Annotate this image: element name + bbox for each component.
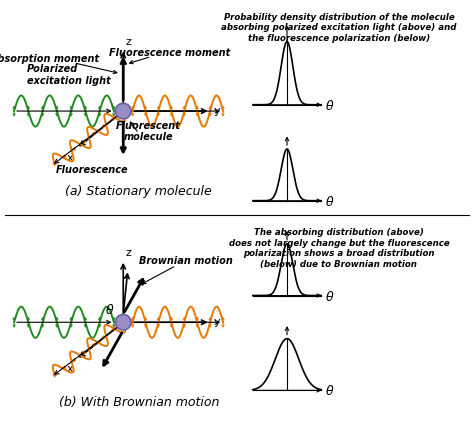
Text: $\theta$: $\theta$ — [325, 194, 335, 208]
Text: $\theta$: $\theta$ — [325, 289, 335, 303]
Text: x: x — [67, 363, 73, 373]
Text: y: y — [214, 105, 220, 115]
Text: Fluorescence: Fluorescence — [56, 165, 128, 175]
Text: $\theta$: $\theta$ — [325, 384, 335, 397]
Text: (b) With Brownian motion: (b) With Brownian motion — [59, 395, 219, 408]
Text: $\theta$: $\theta$ — [104, 302, 114, 316]
Text: Fluorescence moment: Fluorescence moment — [109, 48, 231, 58]
Text: Brownian motion: Brownian motion — [139, 255, 233, 265]
Text: z: z — [126, 37, 132, 46]
Text: Probability density distribution of the molecule
absorbing polarized excitation : Probability density distribution of the … — [221, 13, 456, 43]
Circle shape — [116, 315, 131, 330]
Text: Polarized
excitation light: Polarized excitation light — [27, 64, 110, 86]
Text: Absorption moment: Absorption moment — [0, 54, 100, 64]
Text: y: y — [214, 316, 220, 326]
Text: x: x — [67, 152, 73, 162]
Text: The absorbing distribution (above)
does not largely change but the fluorescence
: The absorbing distribution (above) does … — [228, 228, 449, 268]
Text: Fluorescent
molecule: Fluorescent molecule — [116, 120, 181, 142]
Text: z: z — [126, 247, 132, 257]
Circle shape — [116, 104, 131, 120]
Text: $\theta$: $\theta$ — [325, 98, 335, 113]
Text: (a) Stationary molecule: (a) Stationary molecule — [65, 184, 212, 197]
